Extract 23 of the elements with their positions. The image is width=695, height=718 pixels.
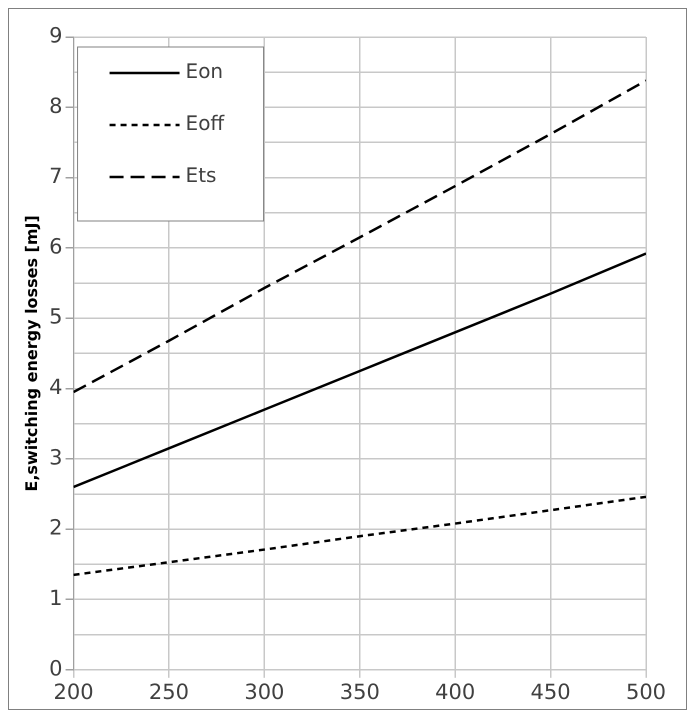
x-tick-label: 200 bbox=[54, 680, 94, 704]
x-tick-label: 500 bbox=[626, 680, 666, 704]
y-tick-label: 7 bbox=[49, 164, 63, 188]
y-axis-title: E,switching energy losses [mJ] bbox=[22, 215, 41, 492]
x-tick-label: 300 bbox=[244, 680, 284, 704]
x-tick-label: 250 bbox=[148, 680, 190, 704]
x-tick-label: 450 bbox=[530, 680, 571, 704]
line-series bbox=[74, 79, 646, 394]
x-tick-label: 400 bbox=[435, 680, 476, 704]
y-tick-label: 3 bbox=[49, 445, 63, 470]
x-tick-label: 350 bbox=[340, 680, 380, 704]
legend-label: Eon bbox=[186, 59, 224, 84]
legend-label: Ets bbox=[186, 163, 216, 188]
y-tick-label: 5 bbox=[49, 304, 63, 329]
y-tick-label: 0 bbox=[49, 656, 63, 680]
legend-label: Eoff bbox=[186, 111, 226, 136]
y-tick-label: 8 bbox=[49, 94, 63, 118]
y-tick-label: 1 bbox=[49, 586, 63, 610]
line-series bbox=[74, 496, 646, 576]
y-tick-label: 2 bbox=[49, 516, 63, 540]
y-tick-label: 4 bbox=[49, 375, 63, 400]
y-tick-label: 9 bbox=[49, 23, 63, 48]
y-tick-label: 6 bbox=[49, 234, 63, 258]
